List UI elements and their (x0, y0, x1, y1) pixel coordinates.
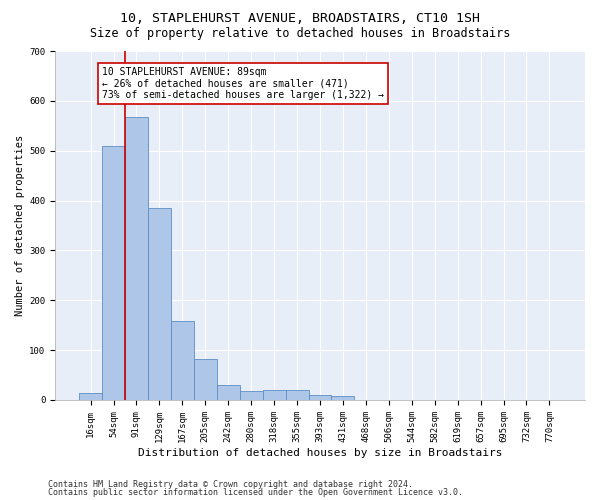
Bar (286, 390, 308, 400)
Text: 10, STAPLEHURST AVENUE, BROADSTAIRS, CT10 1SH: 10, STAPLEHURST AVENUE, BROADSTAIRS, CT1… (120, 12, 480, 26)
Bar (217, 385, 240, 400)
Bar (148, 208, 171, 400)
Bar (171, 321, 194, 400)
Text: Size of property relative to detached houses in Broadstairs: Size of property relative to detached ho… (90, 28, 510, 40)
Bar (240, 391, 263, 400)
Text: Contains HM Land Registry data © Crown copyright and database right 2024.: Contains HM Land Registry data © Crown c… (48, 480, 413, 489)
Bar (79, 394, 102, 400)
Bar (308, 395, 331, 400)
Text: Contains public sector information licensed under the Open Government Licence v3: Contains public sector information licen… (48, 488, 463, 497)
Bar (125, 117, 148, 400)
Bar (263, 390, 286, 400)
Bar (102, 146, 125, 400)
Y-axis label: Number of detached properties: Number of detached properties (15, 135, 25, 316)
Bar (331, 396, 355, 400)
Bar (194, 359, 217, 400)
X-axis label: Distribution of detached houses by size in Broadstairs: Distribution of detached houses by size … (138, 448, 502, 458)
Text: 10 STAPLEHURST AVENUE: 89sqm
← 26% of detached houses are smaller (471)
73% of s: 10 STAPLEHURST AVENUE: 89sqm ← 26% of de… (102, 67, 384, 100)
